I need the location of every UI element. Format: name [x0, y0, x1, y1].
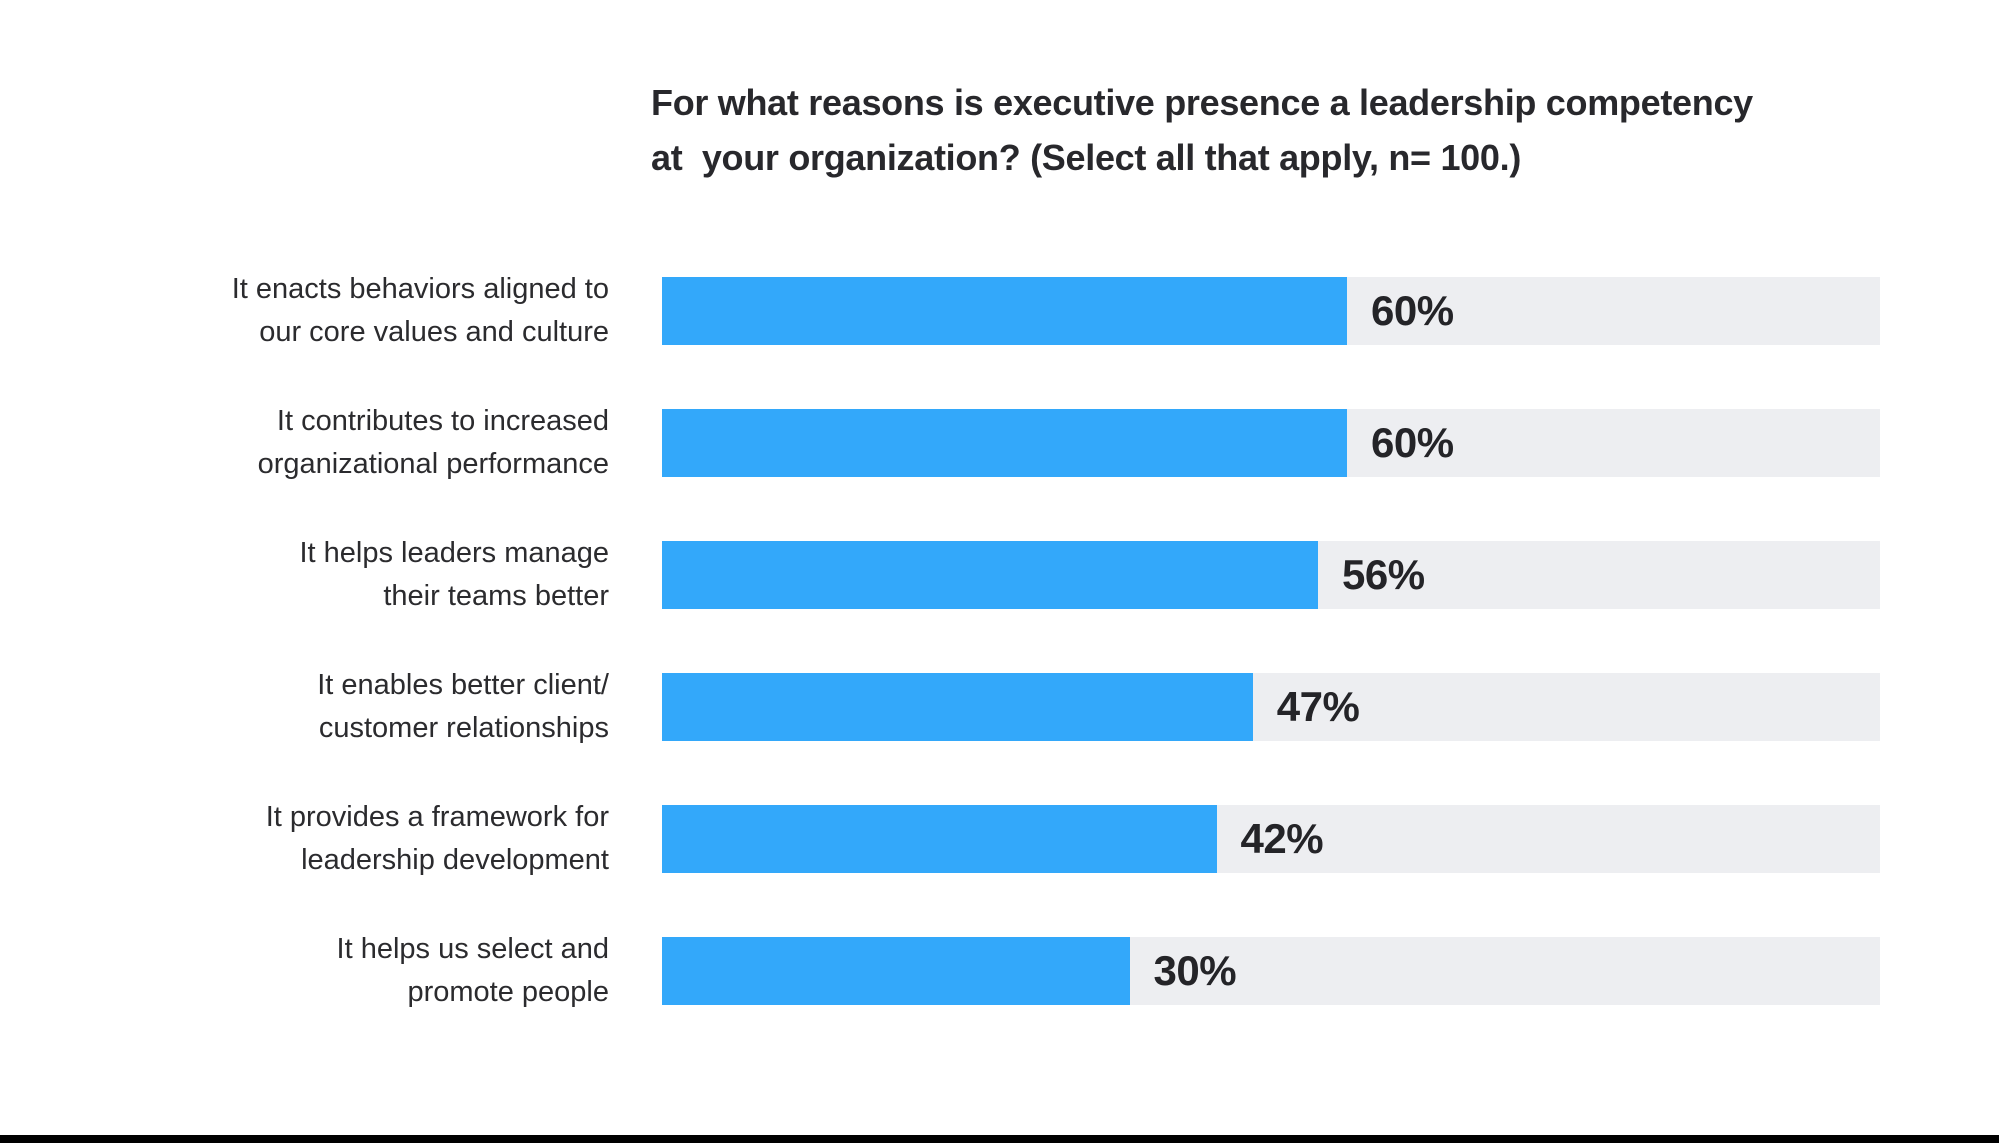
bar-value-label: 30% [1153, 947, 1237, 994]
bar-value-label: 56% [1342, 551, 1425, 598]
bar-track: 47% [662, 673, 1880, 741]
bar-row: It helps us select and promote people 30… [96, 933, 1880, 1008]
bar-row: It helps leaders manage their teams bett… [96, 537, 1880, 612]
bar-row: It provides a framework for leadership d… [96, 801, 1880, 876]
bar-row: It enables better client/ customer relat… [96, 669, 1880, 744]
bar-value-label: 47% [1276, 683, 1360, 730]
bar-fill [662, 805, 1217, 873]
bar-category-label: It enables better client/ customer relat… [317, 668, 609, 745]
bar-track: 56% [662, 541, 1880, 609]
bar-fill [662, 541, 1318, 609]
bar-category-label: It provides a framework for leadership d… [265, 800, 609, 877]
chart-title-line-2: at your organization? (Select all that a… [651, 136, 1522, 178]
bar-fill [662, 277, 1347, 345]
bar-row: It contributes to increased organization… [96, 405, 1880, 480]
bar-fill [662, 937, 1130, 1005]
bar-fill [662, 673, 1253, 741]
bar-category-label: It enacts behaviors aligned to our core … [231, 272, 609, 349]
bar-value-label: 60% [1371, 287, 1454, 334]
chart-title-line-1: For what reasons is executive presence a… [651, 82, 1753, 123]
bar-category-label: It contributes to increased organization… [257, 404, 609, 481]
bar-fill [662, 409, 1347, 477]
chart-title: For what reasons is executive presence a… [651, 76, 1931, 185]
bottom-divider [0, 1135, 1999, 1143]
bar-chart: It enacts behaviors aligned to our core … [96, 273, 1880, 1008]
bar-track: 30% [662, 937, 1880, 1005]
bar-value-label: 60% [1371, 419, 1454, 466]
bar-track: 60% [662, 277, 1880, 345]
bar-category-label: It helps leaders manage their teams bett… [299, 536, 609, 613]
bar-track: 42% [662, 805, 1880, 873]
bar-category-label: It helps us select and promote people [336, 932, 609, 1009]
bar-value-label: 42% [1240, 815, 1324, 862]
bar-row: It enacts behaviors aligned to our core … [96, 273, 1880, 348]
bar-track: 60% [662, 409, 1880, 477]
